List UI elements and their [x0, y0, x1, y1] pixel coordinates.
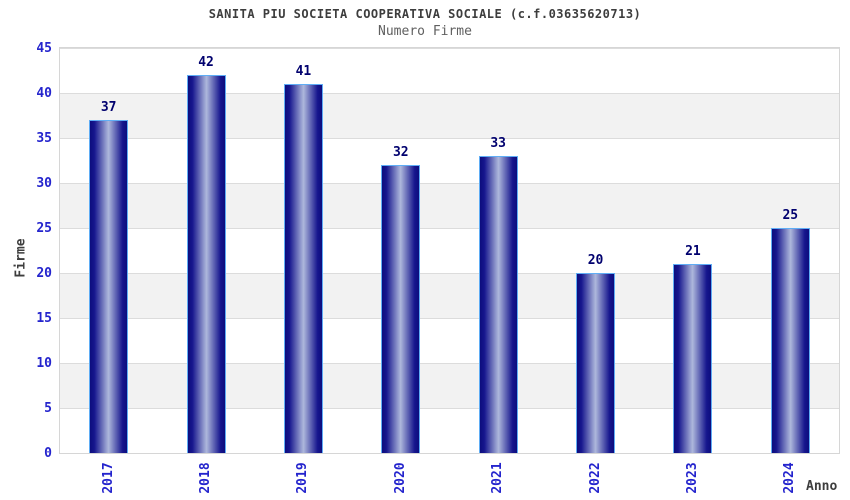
y-tick-label: 35	[36, 130, 52, 146]
y-axis-title: Firme	[13, 238, 29, 278]
bar	[770, 228, 810, 453]
bar-value-label: 20	[587, 253, 604, 268]
y-tick-label: 10	[36, 355, 52, 371]
bar	[283, 84, 323, 453]
bar-value-label: 21	[685, 244, 701, 259]
x-tick-label: 2017	[100, 462, 116, 494]
x-tick-label: 2024	[782, 462, 798, 494]
x-tick-label: 2018	[198, 462, 214, 494]
y-tick-label: 40	[36, 85, 52, 101]
chart-title: SANITA PIU SOCIETA COOPERATIVA SOCIALE (…	[208, 7, 642, 21]
x-tick-label: 2022	[587, 462, 603, 494]
x-tick-label: 2021	[490, 462, 506, 494]
y-tick-label: 20	[36, 265, 52, 281]
bar-value-label: 37	[100, 100, 117, 115]
y-tick-label: 15	[36, 310, 52, 326]
y-tick-label: 25	[36, 220, 52, 236]
bar-value-label: 41	[295, 64, 312, 79]
x-tick-label: 2020	[392, 462, 408, 494]
x-tick-label: 2023	[684, 462, 700, 494]
bar-value-label: 32	[392, 145, 409, 160]
y-tick-label: 0	[44, 445, 52, 461]
y-tick-label: 30	[36, 175, 52, 191]
y-tick-label: 45	[36, 40, 52, 56]
y-tick-label: 5	[44, 400, 52, 416]
plot-area: 37 42 41 32 33 20 21 25	[59, 47, 840, 454]
bar	[381, 165, 421, 453]
bar	[673, 264, 713, 453]
bar	[478, 156, 518, 453]
bar	[576, 273, 616, 453]
x-axis-title: Anno	[806, 479, 838, 494]
x-tick-label: 2019	[295, 462, 311, 494]
chart-subtitle: Numero Firme	[378, 24, 472, 39]
bar-value-label: 33	[490, 136, 507, 151]
bar	[186, 75, 226, 453]
bar	[89, 120, 129, 453]
bar-value-label: 25	[782, 208, 799, 223]
bar-value-label: 42	[198, 55, 214, 70]
